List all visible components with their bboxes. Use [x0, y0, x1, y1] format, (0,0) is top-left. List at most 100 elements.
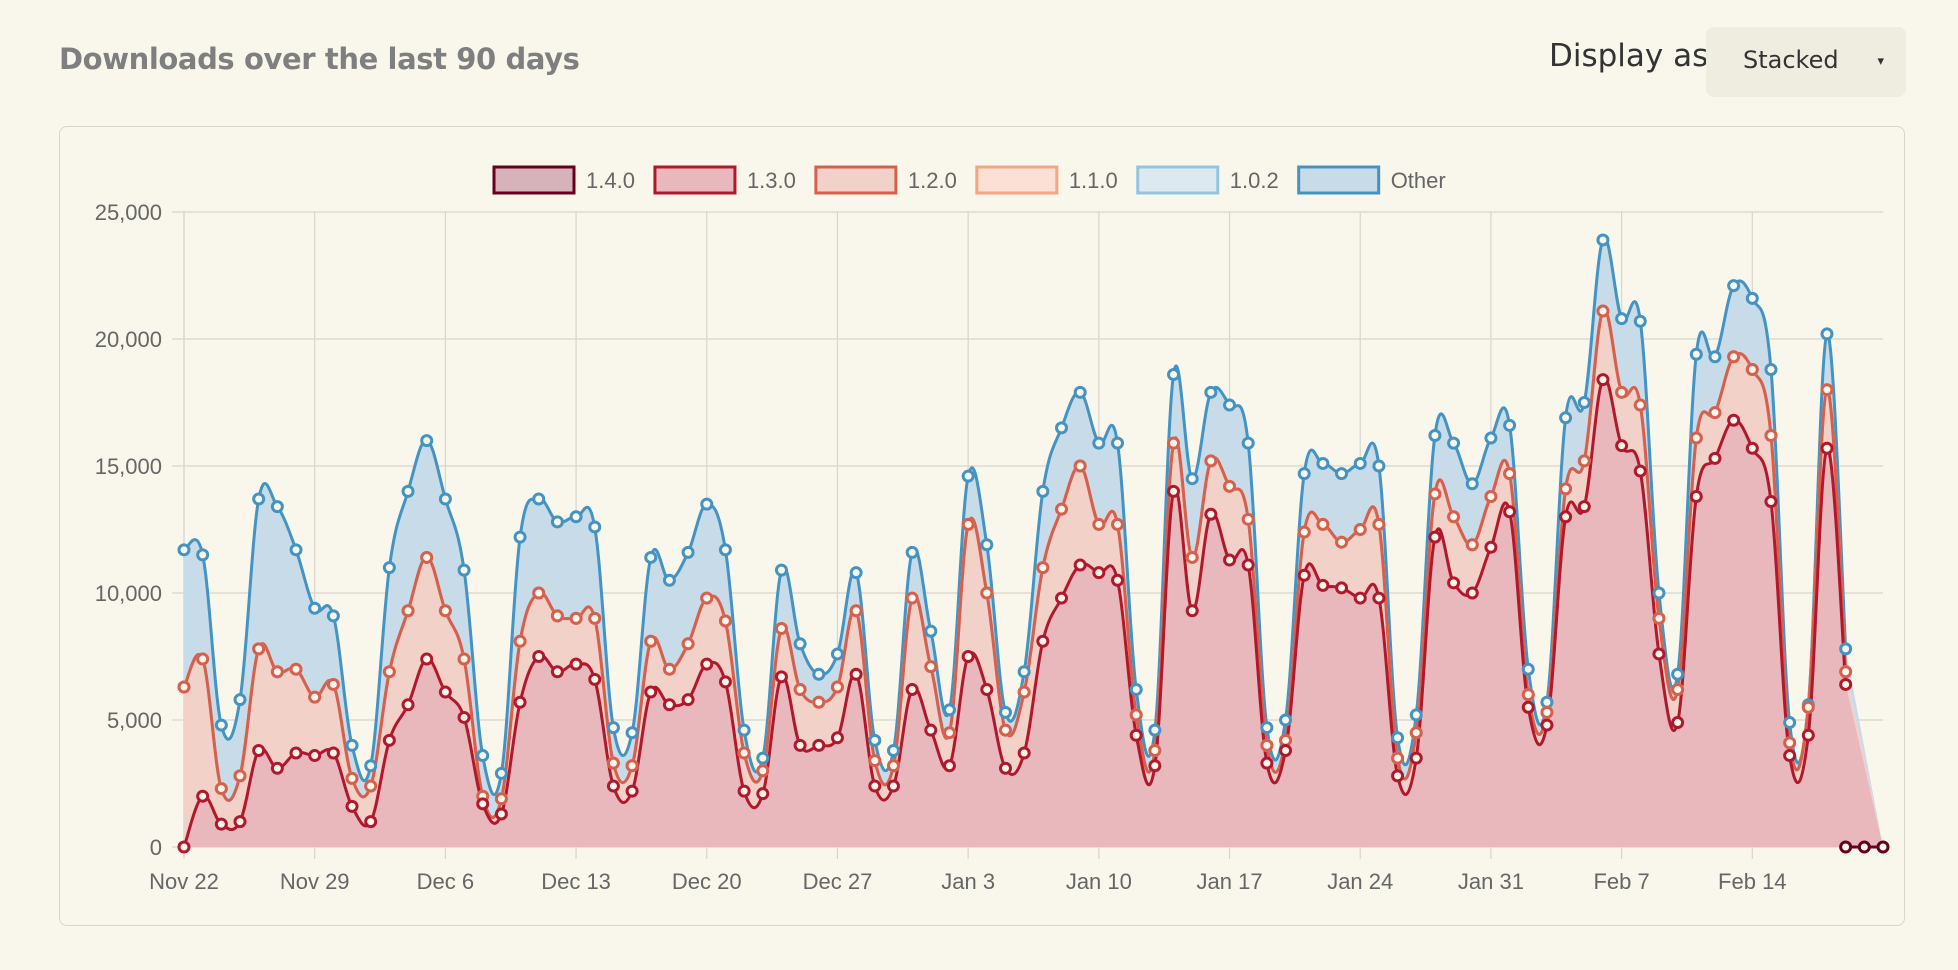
- data-point: [774, 622, 788, 636]
- data-point: [830, 731, 844, 745]
- data-point: [382, 733, 396, 747]
- data-point: [737, 784, 751, 798]
- data-point: [457, 652, 471, 666]
- data-point: [980, 586, 994, 600]
- data-point: [401, 698, 415, 712]
- data-point: [756, 787, 770, 801]
- data-point: [1559, 482, 1573, 496]
- y-tick-label: 5,000: [107, 708, 162, 733]
- data-point: [1559, 510, 1573, 524]
- y-tick-label: 20,000: [95, 327, 162, 352]
- data-point: [1073, 385, 1087, 399]
- legend-item: 1.1.0: [975, 165, 1118, 195]
- data-point: [438, 604, 452, 618]
- data-point: [569, 510, 583, 524]
- data-point: [606, 779, 620, 793]
- data-point: [588, 611, 602, 625]
- data-point: [1615, 439, 1629, 453]
- data-point: [1017, 665, 1031, 679]
- data-point: [1689, 347, 1703, 361]
- data-point: [1540, 718, 1554, 732]
- legend-label: 1.3.0: [747, 168, 796, 193]
- data-point: [774, 563, 788, 577]
- data-point: [1764, 495, 1778, 509]
- data-point: [513, 695, 527, 709]
- data-point: [1727, 413, 1741, 427]
- legend-swatch: [1136, 165, 1220, 195]
- data-point: [942, 759, 956, 773]
- data-point: [1577, 454, 1591, 468]
- legend-label: Other: [1391, 168, 1446, 193]
- data-point: [868, 754, 882, 768]
- x-tick-label: Jan 10: [1066, 869, 1132, 894]
- data-point: [1129, 728, 1143, 742]
- legend-swatch: [814, 165, 898, 195]
- data-point: [625, 784, 639, 798]
- data-point: [1745, 441, 1759, 455]
- data-point: [812, 667, 826, 681]
- data-point: [382, 561, 396, 575]
- data-point: [681, 693, 695, 707]
- data-point: [1596, 304, 1610, 318]
- data-point: [1465, 477, 1479, 491]
- data-point: [1223, 398, 1237, 412]
- data-point: [326, 609, 340, 623]
- data-point: [1167, 368, 1181, 382]
- data-point: [1279, 733, 1293, 747]
- data-point: [1465, 538, 1479, 552]
- legend-item: 1.4.0: [492, 165, 635, 195]
- data-point: [1447, 436, 1461, 450]
- data-point: [1148, 723, 1162, 737]
- data-point: [1689, 489, 1703, 503]
- y-tick-label: 10,000: [95, 581, 162, 606]
- data-point: [1223, 479, 1237, 493]
- data-point: [849, 604, 863, 618]
- data-point: [1428, 429, 1442, 443]
- data-point: [1801, 728, 1815, 742]
- x-tick-label: Feb 14: [1718, 869, 1787, 894]
- data-point: [868, 779, 882, 793]
- chevron-down-icon: ▾: [1877, 53, 1884, 68]
- data-point: [812, 695, 826, 709]
- legend-swatch: [653, 165, 737, 195]
- data-point: [1391, 731, 1405, 745]
- data-point: [345, 771, 359, 785]
- data-point: [961, 517, 975, 531]
- data-point: [662, 662, 676, 676]
- x-tick-label: Dec 6: [417, 869, 474, 894]
- data-point: [942, 726, 956, 740]
- data-point: [1335, 467, 1349, 481]
- data-point: [849, 667, 863, 681]
- data-point: [625, 759, 639, 773]
- data-point: [1671, 716, 1685, 730]
- data-point: [1540, 705, 1554, 719]
- data-point: [1727, 279, 1741, 293]
- display-mode-select[interactable]: Stacked ▾: [1706, 27, 1906, 97]
- data-point: [252, 642, 266, 656]
- data-point: [1428, 530, 1442, 544]
- x-tick-label: Nov 22: [149, 869, 219, 894]
- data-point: [1372, 591, 1386, 605]
- data-point: [1372, 459, 1386, 473]
- data-point: [364, 759, 378, 773]
- data-point: [1783, 736, 1797, 750]
- data-point: [924, 660, 938, 674]
- data-point: [364, 815, 378, 829]
- data-point: [476, 749, 490, 763]
- data-point: [233, 815, 247, 829]
- data-point: [1092, 436, 1106, 450]
- x-tick-label: Feb 7: [1593, 869, 1649, 894]
- point-layers: [177, 233, 1890, 854]
- data-point: [1745, 291, 1759, 305]
- data-point: [457, 563, 471, 577]
- legend-label: 1.4.0: [586, 168, 635, 193]
- data-point: [793, 637, 807, 651]
- data-point: [1577, 396, 1591, 409]
- data-point: [1111, 517, 1125, 531]
- data-point: [886, 759, 900, 773]
- data-point: [1521, 700, 1535, 714]
- data-point: [756, 751, 770, 765]
- data-point: [1036, 484, 1050, 498]
- data-point: [252, 492, 266, 506]
- data-point: [1409, 726, 1423, 740]
